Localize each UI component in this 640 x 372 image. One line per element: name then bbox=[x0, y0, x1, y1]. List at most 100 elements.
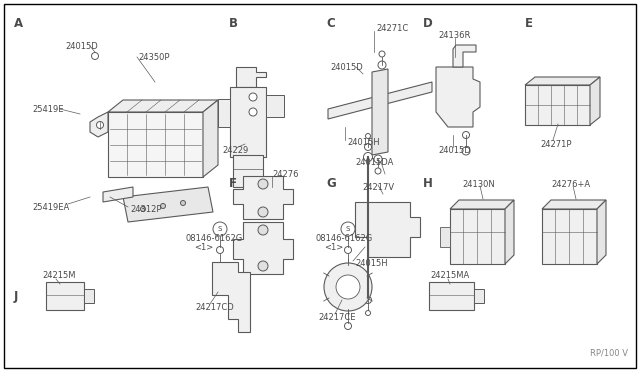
Polygon shape bbox=[372, 69, 388, 155]
Text: 24350P: 24350P bbox=[138, 52, 170, 61]
Circle shape bbox=[249, 108, 257, 116]
Text: 08146-6162G: 08146-6162G bbox=[316, 234, 373, 243]
Polygon shape bbox=[108, 100, 218, 112]
Text: 24217V: 24217V bbox=[362, 183, 394, 192]
Text: 24015H: 24015H bbox=[347, 138, 380, 147]
Text: 24015H: 24015H bbox=[355, 260, 388, 269]
Text: 24136R: 24136R bbox=[438, 31, 470, 39]
Bar bbox=[84, 289, 94, 303]
Text: D: D bbox=[422, 17, 432, 30]
Circle shape bbox=[365, 134, 371, 138]
Circle shape bbox=[344, 323, 351, 330]
Circle shape bbox=[365, 144, 371, 151]
Circle shape bbox=[374, 155, 382, 163]
Circle shape bbox=[249, 93, 257, 101]
Text: 08146-6162G: 08146-6162G bbox=[186, 234, 243, 243]
Text: H: H bbox=[422, 177, 432, 190]
Bar bbox=[108, 112, 203, 177]
Text: 24271C: 24271C bbox=[376, 23, 408, 32]
Circle shape bbox=[344, 247, 351, 253]
Text: 24276: 24276 bbox=[272, 170, 298, 179]
Polygon shape bbox=[123, 187, 213, 222]
Circle shape bbox=[258, 207, 268, 217]
Bar bbox=[542, 209, 597, 264]
Text: 24015D: 24015D bbox=[438, 145, 471, 154]
Bar bbox=[450, 209, 505, 264]
Polygon shape bbox=[436, 67, 480, 127]
Circle shape bbox=[324, 263, 372, 311]
Polygon shape bbox=[90, 112, 108, 137]
Text: 24215MA: 24215MA bbox=[430, 272, 469, 280]
Circle shape bbox=[213, 222, 227, 236]
Circle shape bbox=[97, 122, 104, 128]
Bar bbox=[429, 282, 474, 310]
Text: <1>: <1> bbox=[194, 244, 213, 253]
Polygon shape bbox=[597, 200, 606, 264]
Circle shape bbox=[378, 61, 386, 69]
Circle shape bbox=[341, 222, 355, 236]
Text: J: J bbox=[14, 290, 19, 303]
Text: 24215M: 24215M bbox=[42, 272, 76, 280]
Text: 24217CE: 24217CE bbox=[318, 312, 355, 321]
Text: <1>: <1> bbox=[324, 244, 343, 253]
Circle shape bbox=[364, 153, 372, 161]
Circle shape bbox=[258, 179, 268, 189]
Bar bbox=[46, 282, 84, 310]
Text: 24312P: 24312P bbox=[130, 205, 161, 214]
Text: 25419E: 25419E bbox=[32, 105, 63, 113]
Text: 24276+A: 24276+A bbox=[551, 180, 590, 189]
Circle shape bbox=[375, 168, 381, 174]
Bar bbox=[474, 289, 484, 303]
Circle shape bbox=[336, 275, 360, 299]
Polygon shape bbox=[453, 45, 476, 67]
Text: A: A bbox=[14, 17, 23, 30]
Text: 24015D: 24015D bbox=[65, 42, 98, 51]
Circle shape bbox=[141, 206, 145, 212]
Polygon shape bbox=[212, 262, 250, 332]
Polygon shape bbox=[525, 77, 600, 85]
Polygon shape bbox=[233, 176, 293, 219]
Polygon shape bbox=[103, 187, 133, 202]
Polygon shape bbox=[525, 85, 590, 125]
Bar bbox=[440, 227, 450, 247]
Text: S: S bbox=[218, 226, 222, 232]
Text: 24217CD: 24217CD bbox=[195, 302, 234, 311]
Polygon shape bbox=[233, 222, 293, 274]
Circle shape bbox=[258, 261, 268, 271]
Circle shape bbox=[463, 131, 470, 138]
Text: 24271P: 24271P bbox=[540, 140, 572, 148]
Circle shape bbox=[258, 225, 268, 235]
Text: F: F bbox=[229, 177, 237, 190]
Circle shape bbox=[216, 247, 223, 253]
Polygon shape bbox=[590, 77, 600, 125]
Polygon shape bbox=[203, 100, 218, 177]
Text: C: C bbox=[326, 17, 335, 30]
Circle shape bbox=[365, 296, 371, 304]
Text: E: E bbox=[525, 17, 532, 30]
Polygon shape bbox=[355, 202, 420, 257]
Circle shape bbox=[365, 311, 371, 315]
Polygon shape bbox=[236, 67, 266, 87]
Text: 25419EA: 25419EA bbox=[32, 202, 69, 212]
Circle shape bbox=[92, 52, 99, 60]
Polygon shape bbox=[328, 82, 432, 119]
Bar bbox=[233, 155, 263, 187]
Text: 24015DA: 24015DA bbox=[355, 157, 394, 167]
Polygon shape bbox=[450, 200, 514, 209]
Text: B: B bbox=[229, 17, 238, 30]
Text: RP/100 V: RP/100 V bbox=[590, 349, 628, 358]
Text: G: G bbox=[326, 177, 336, 190]
Circle shape bbox=[180, 201, 186, 205]
Circle shape bbox=[161, 203, 166, 208]
Bar bbox=[266, 95, 284, 117]
Bar bbox=[230, 87, 266, 157]
Text: 24015D: 24015D bbox=[330, 62, 363, 71]
Text: S: S bbox=[346, 226, 350, 232]
Polygon shape bbox=[505, 200, 514, 264]
Circle shape bbox=[379, 51, 385, 57]
Polygon shape bbox=[542, 200, 606, 209]
Text: 24229: 24229 bbox=[222, 145, 248, 154]
Circle shape bbox=[462, 147, 470, 155]
Bar bbox=[218, 99, 230, 127]
Text: 24130N: 24130N bbox=[462, 180, 495, 189]
